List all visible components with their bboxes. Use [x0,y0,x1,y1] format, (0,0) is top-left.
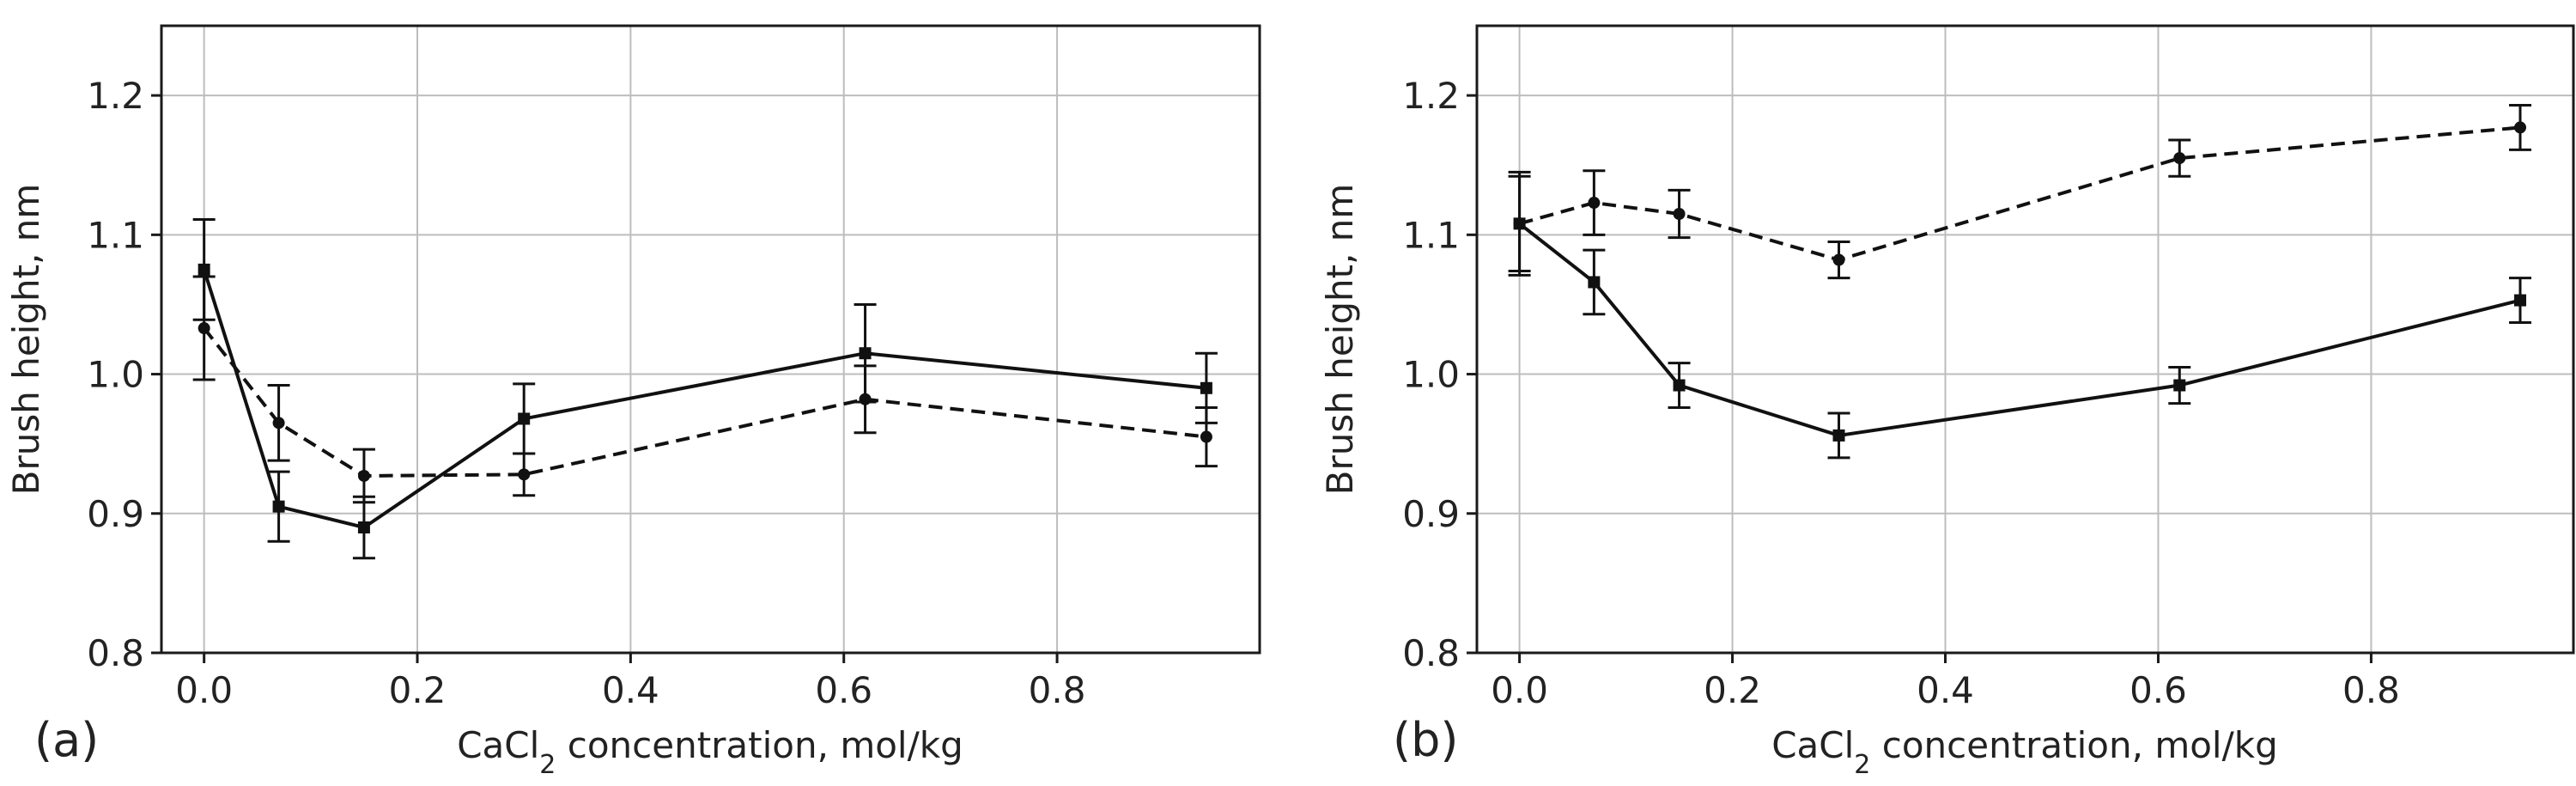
data-point-square [1673,379,1686,392]
panel-label: (a) [34,713,99,767]
y-tick-label: 0.9 [1402,493,1460,535]
data-point-square [197,263,210,276]
chart-panel-b: 0.0 0.2 0.4 0.6 0.8 0.8 0.9 1.0 1.1 1.2 CaCl2 conc… [1319,24,2575,780]
x-tick-label: 0.6 [815,669,872,711]
y-tick-label: 0.8 [1402,632,1460,674]
data-point-square [1200,381,1212,394]
series-dashed [192,275,1218,504]
series-line-solid [202,269,1207,530]
y-tick-label: 1.2 [87,75,144,117]
data-point-circle [357,469,370,482]
plot-frame [1475,24,2575,655]
x-tick-label: 0.4 [602,669,659,711]
data-point-circle [197,322,210,335]
series-line-dashed [1519,125,2521,262]
x-axis-label: CaCl2 concentration, mol/kg [1771,724,2278,780]
series-solid [1508,170,2532,460]
x-tick-label: 0.0 [175,669,233,711]
x-axis-label: CaCl2 concentration, mol/kg [457,724,963,780]
panel-label: (b) [1393,713,1458,767]
y-tick-label: 1.1 [87,214,144,256]
data-point-square [2514,294,2527,307]
y-axis-label: Brush height, nm [5,184,47,496]
plot-frame [160,24,1261,655]
x-tick-label: 0.2 [389,669,447,711]
data-point-square [357,521,370,533]
y-tick-label: 0.8 [87,632,144,674]
series-line-solid [1518,222,2521,437]
y-tick-label: 1.1 [1402,214,1460,256]
data-point-circle [1513,217,1526,230]
x-tick-label: 0.8 [1029,669,1086,711]
data-point-circle [1832,253,1845,266]
data-point-square [272,500,285,513]
series-line-dashed [203,326,1207,478]
chart-panel-a: 0.0 0.2 0.4 0.6 0.8 0.8 0.9 1.0 1.1 1.2 CaCl2 conc… [5,24,1261,780]
x-tick-label: 0.0 [1491,669,1548,711]
data-point-circle [1673,208,1686,220]
x-tick-label: 0.2 [1704,669,1761,711]
data-point-circle [2173,152,2186,165]
data-point-circle [1200,430,1212,443]
data-point-square [2173,379,2186,392]
data-point-circle [518,468,531,481]
data-point-square [1832,429,1845,442]
x-tick-label: 0.8 [2342,669,2400,711]
data-point-circle [859,393,872,405]
y-axis-label: Brush height, nm [1319,184,1361,496]
data-point-circle [2514,121,2527,134]
y-tick-label: 1.2 [1402,75,1460,117]
data-point-square [518,412,531,425]
x-tick-label: 0.4 [1917,669,1974,711]
data-point-circle [1588,197,1601,210]
x-tick-label: 0.6 [2129,669,2187,711]
series-solid [192,217,1218,560]
data-point-circle [272,417,285,430]
data-point-square [859,347,872,360]
y-tick-label: 1.0 [87,354,144,396]
y-tick-label: 1.0 [1402,354,1460,396]
series-dashed [1508,103,2532,280]
y-tick-label: 0.9 [87,493,144,535]
data-point-square [1588,276,1601,289]
